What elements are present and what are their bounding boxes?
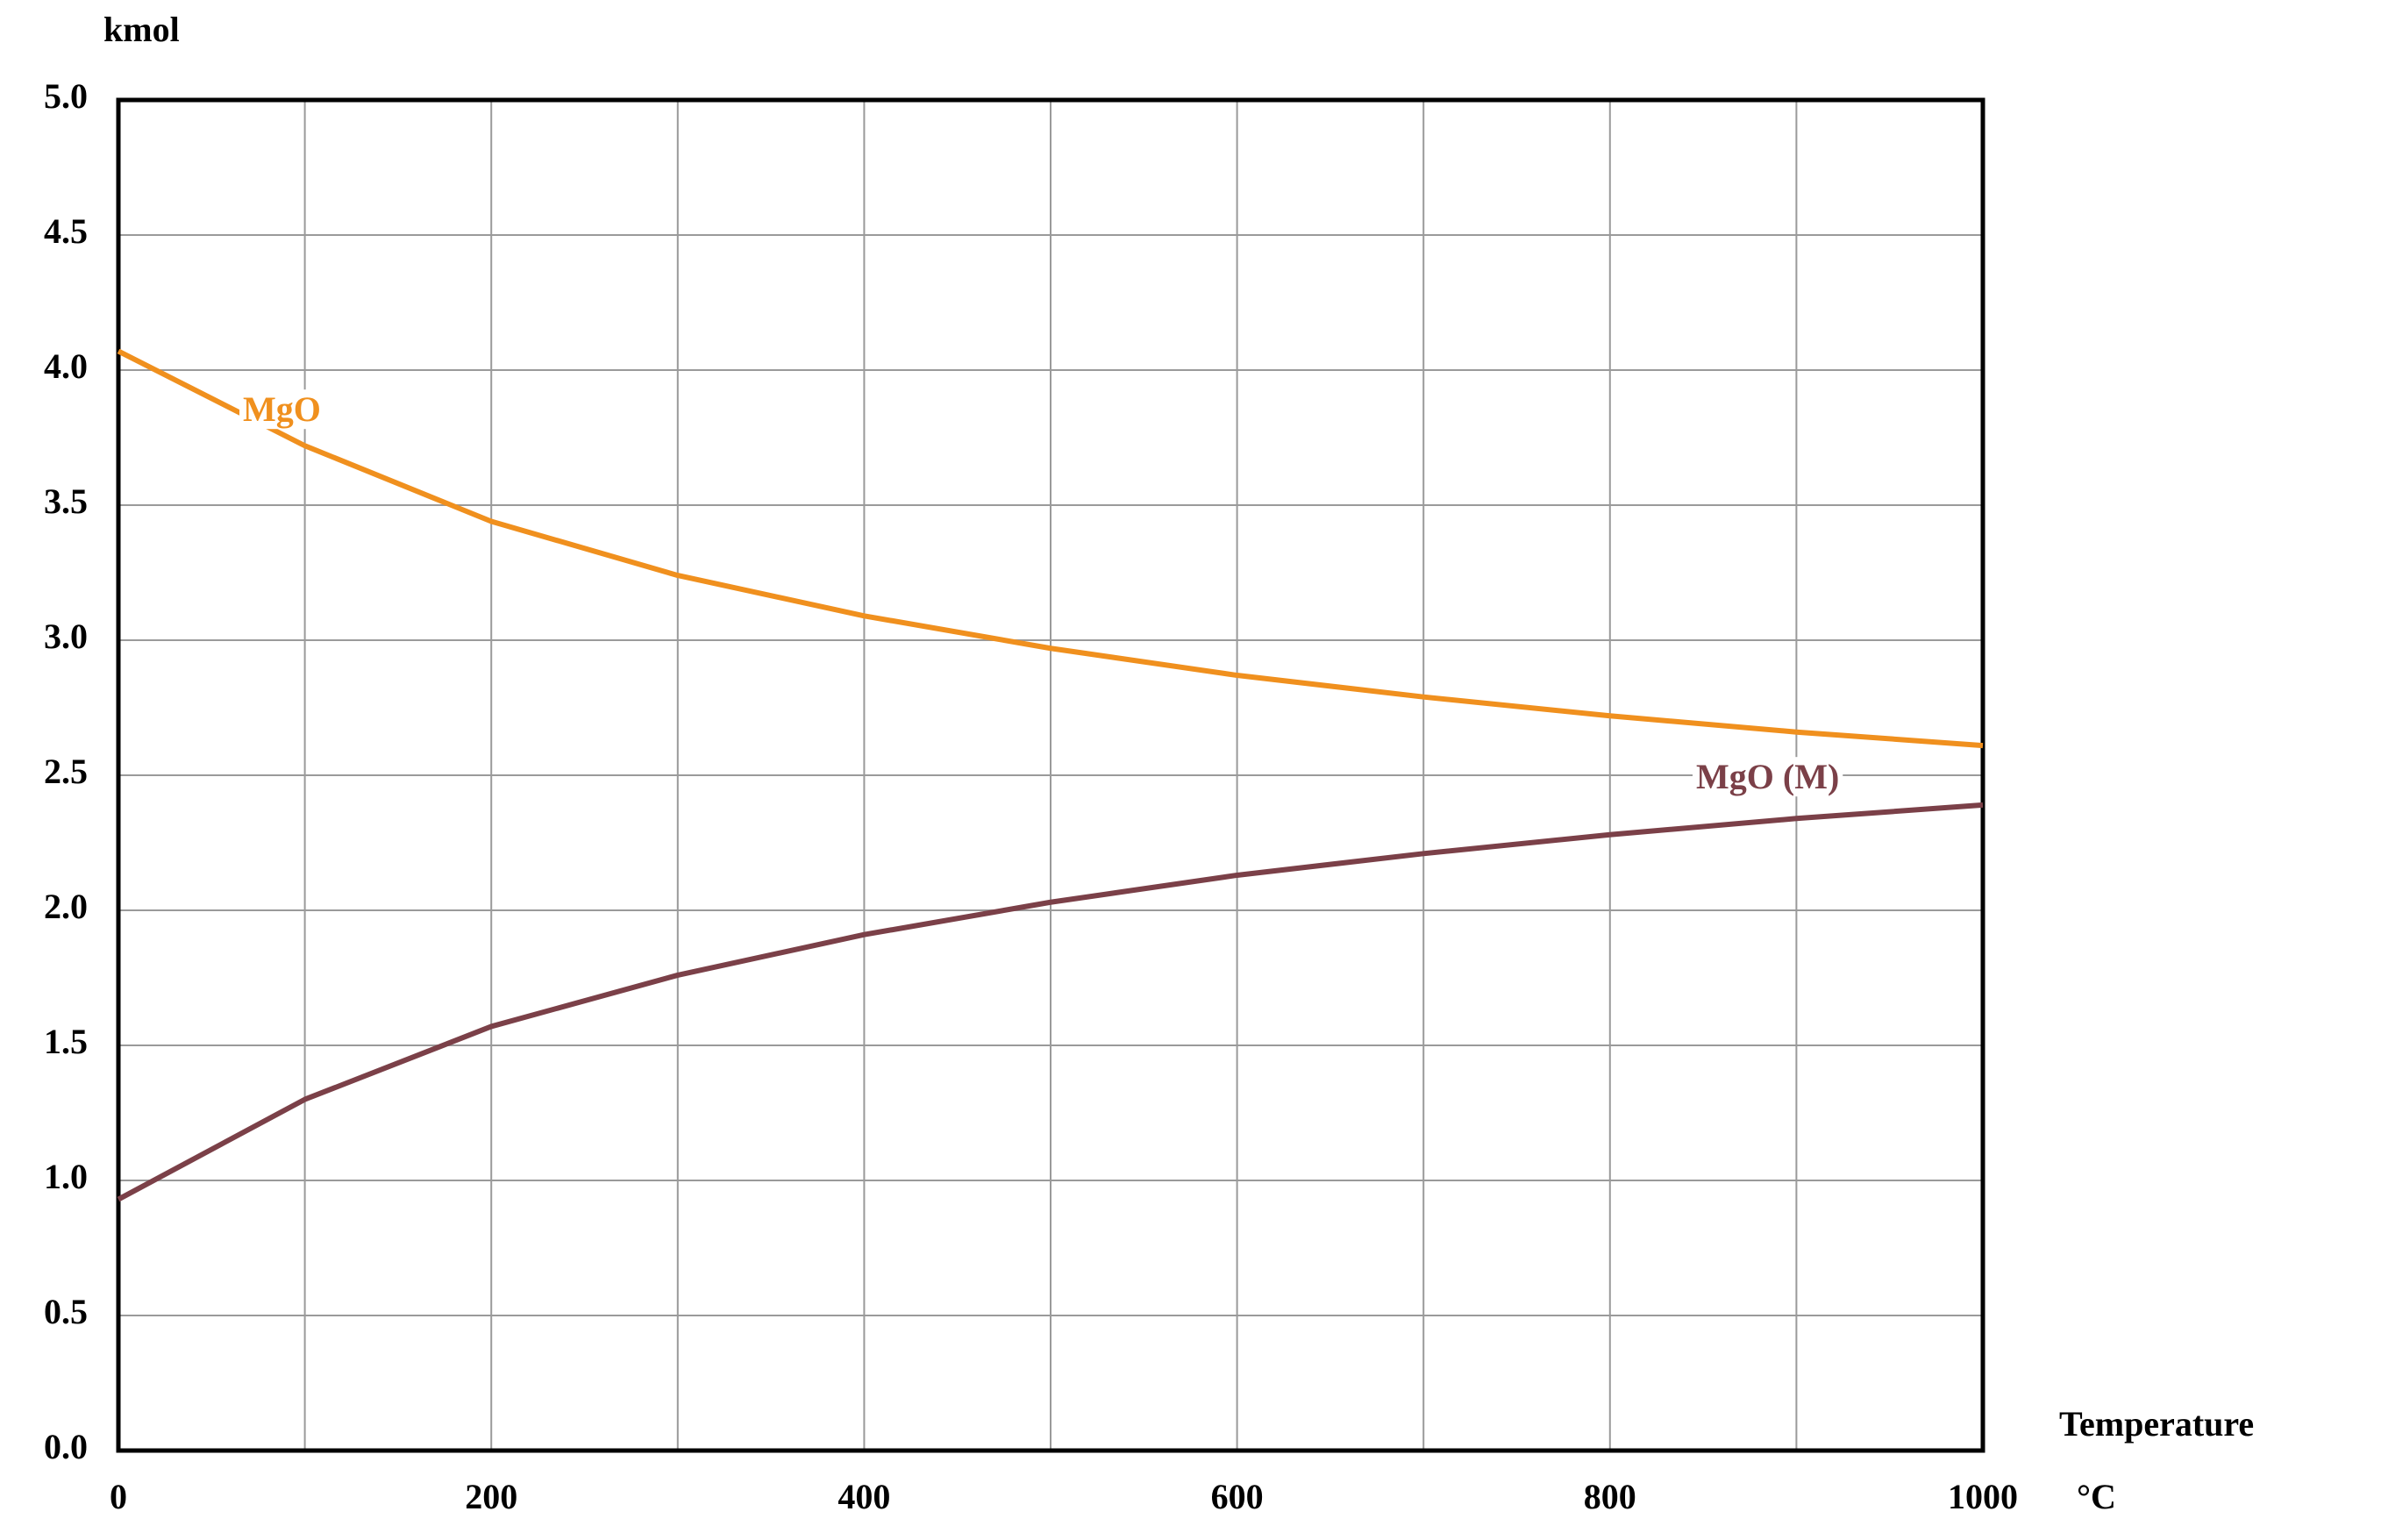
y-tick-label: 1.5 [44,1022,88,1061]
plot-frame [116,97,1985,1453]
y-tick-label: 0.5 [44,1292,88,1331]
series-label: MgO [243,389,321,429]
series-line [117,348,1984,749]
y-axis-label: kmol [103,10,180,49]
y-tick-label: 4.5 [44,211,88,251]
y-tick-label: 3.5 [44,481,88,521]
series-label-background [1693,757,1843,797]
y-tick-label: 0.0 [44,1427,88,1466]
y-tick-label: 2.5 [44,752,88,791]
x-tick-label: 0 [110,1477,127,1516]
x-axis-label: Temperature [2059,1404,2254,1444]
y-tick-label: 2.0 [44,887,88,926]
y-tick-label: 1.0 [44,1157,88,1196]
x-tick-label: 400 [838,1477,890,1516]
series-label-background [239,389,324,430]
x-tick-label: 200 [465,1477,517,1516]
x-tick-label: 800 [1584,1477,1636,1516]
x-tick-label: 600 [1211,1477,1264,1516]
series-label: MgO (M) [1696,757,1839,796]
series-line [117,802,1984,1202]
x-axis-unit: °C [2077,1477,2116,1516]
x-tick-label: 1000 [1948,1477,2018,1516]
y-tick-label: 4.0 [44,346,88,386]
y-tick-label: 5.0 [44,76,88,116]
y-tick-label: 3.0 [44,617,88,656]
